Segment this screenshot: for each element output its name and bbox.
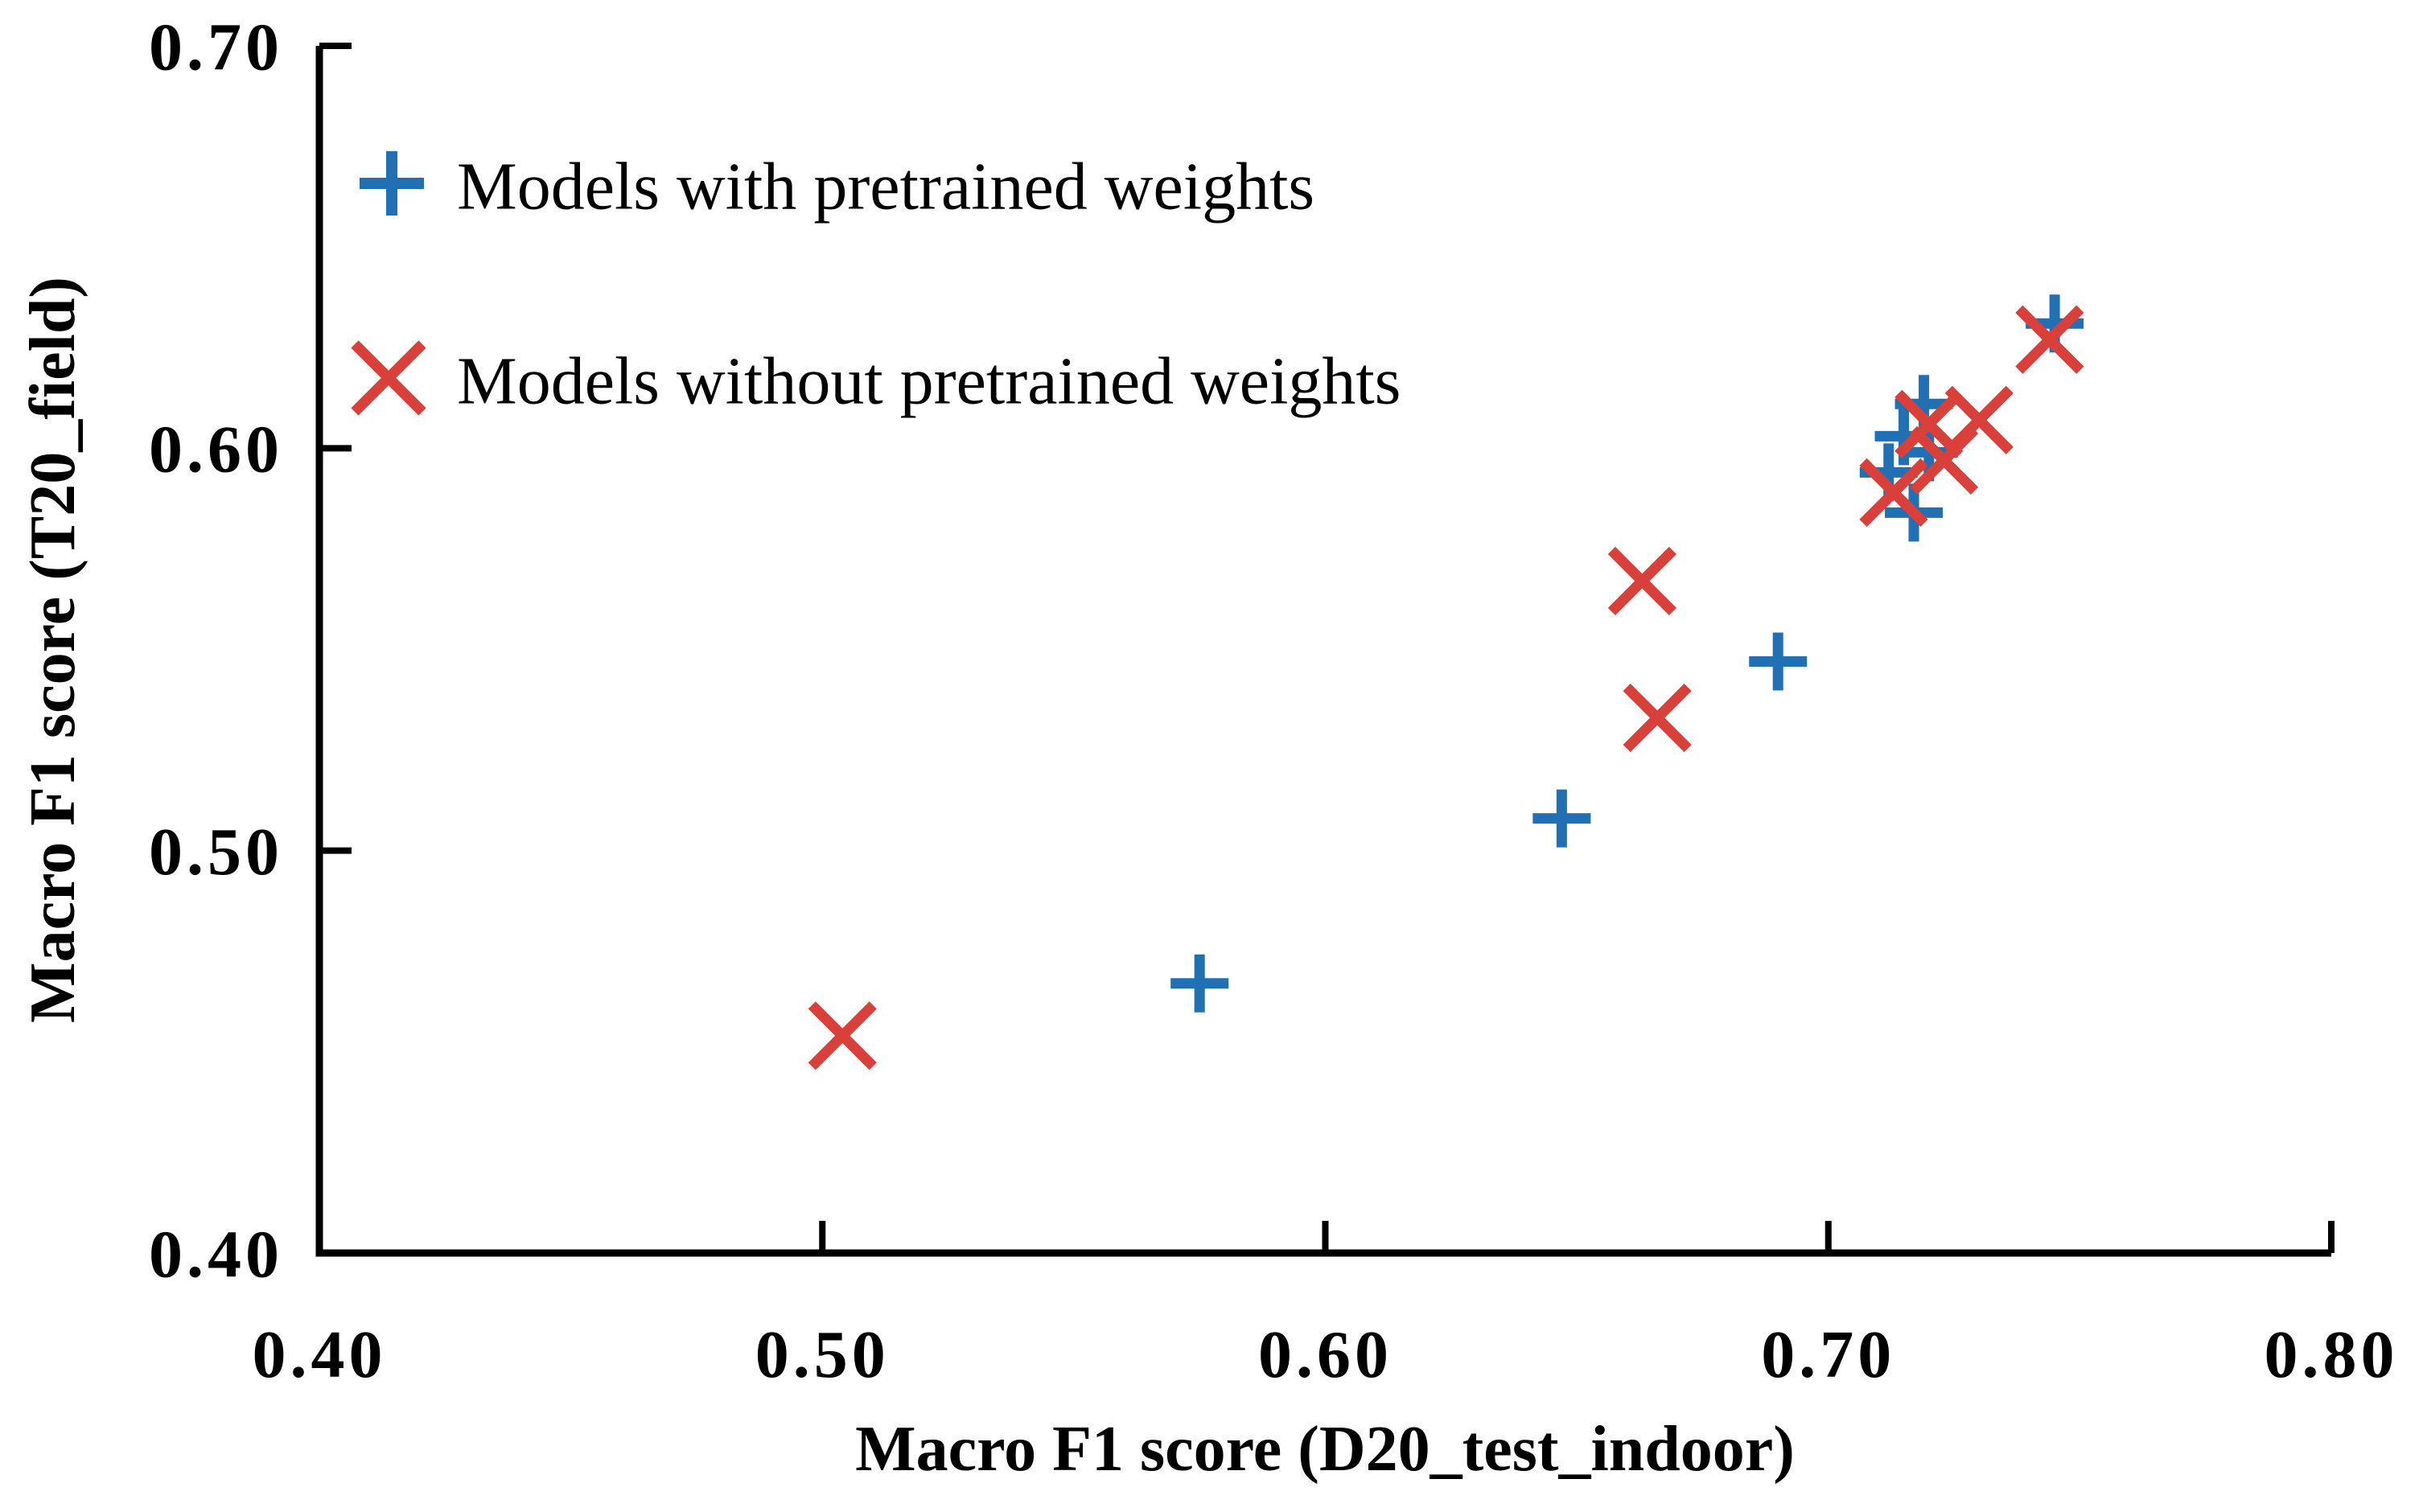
- x-axis-title: Macro F1 score (D20_test_indoor): [855, 1414, 1795, 1485]
- plus-marker-icon: [360, 151, 424, 216]
- plus-marker: [1532, 789, 1591, 848]
- plus-marker: [1749, 632, 1808, 691]
- y-axis-title: Macro F1 score (T20_field): [18, 277, 88, 1023]
- x-tick-label: 0.70: [1761, 1317, 1895, 1392]
- x-tick-label: 0.50: [755, 1317, 890, 1392]
- x-marker: [808, 1001, 877, 1070]
- x-tick-label: 0.60: [1258, 1317, 1393, 1392]
- y-tick-label: 0.50: [149, 815, 283, 890]
- x-tick-label: 0.40: [253, 1317, 387, 1392]
- legend-item-pretrained: Models with pretrained weights: [360, 149, 1314, 224]
- x-tick-label: 0.80: [2265, 1317, 2399, 1392]
- legend-label-pretrained: Models with pretrained weights: [457, 149, 1314, 224]
- x-tick-labels: 0.40 0.50 0.60 0.70 0.80: [253, 1317, 2399, 1392]
- y-tick-labels: 0.40 0.50 0.60 0.70: [149, 10, 283, 1292]
- y-tick-label: 0.40: [149, 1217, 283, 1292]
- legend: Models with pretrained weights Models wi…: [351, 149, 1401, 418]
- plus-marker: [360, 151, 424, 216]
- x-marker-icon: [351, 340, 426, 416]
- x-marker: [1944, 385, 2014, 454]
- x-marker: [1607, 546, 1677, 616]
- series-not-pretrained: [808, 305, 2084, 1070]
- plus-marker: [1170, 954, 1229, 1013]
- y-tick-label: 0.70: [149, 10, 283, 84]
- y-tick-label: 0.60: [149, 413, 283, 487]
- x-marker: [1623, 683, 1692, 753]
- legend-label-not-pretrained: Models without pretrained weights: [457, 343, 1401, 418]
- x-marker: [351, 340, 426, 416]
- x-marker: [1859, 458, 1928, 527]
- x-marker: [2015, 305, 2084, 374]
- axes: [315, 43, 2335, 1257]
- legend-item-not-pretrained: Models without pretrained weights: [351, 340, 1401, 418]
